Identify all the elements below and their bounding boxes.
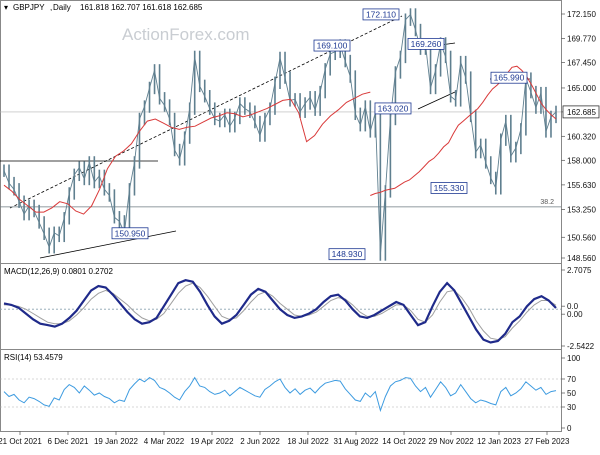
price-level-label-box [374, 102, 412, 115]
macd-axis-tick: 2.7075 [567, 266, 592, 275]
price-level-label-box [407, 37, 445, 50]
rsi-panel-frame [0, 349, 562, 432]
chart-menu-icon[interactable]: ▾ [4, 3, 8, 12]
x-axis-tick: 14 Oct 2022 [382, 437, 426, 446]
rsi-line [3, 376, 557, 413]
timeframe-label: Daily [53, 3, 71, 12]
macd-axis-tick: 0.0 [567, 302, 579, 311]
price-level-label: 150.950 [115, 228, 146, 238]
price-level-label-box [111, 227, 149, 240]
rsi-axis-tick: 100 [567, 354, 581, 363]
ohlc-header: 161.818 162.707 161.618 162.685 [80, 3, 203, 12]
price-level-label-box [362, 8, 400, 21]
macd-panel: 2.7075 0.00.00 -2.5422 [0, 266, 595, 351]
x-axis-tick: 2 Jun 2022 [240, 437, 280, 446]
price-level-label-box [313, 39, 351, 52]
upper-dashed-trendline [9, 15, 403, 209]
macd-axis-tick: 0.00 [567, 310, 583, 319]
fibonacci-label: 38.2 [540, 199, 554, 206]
watermark: ActionForex.com [122, 25, 250, 44]
rsi-axis-tick: 70 [567, 375, 576, 384]
price-level-label: 165.990 [494, 73, 525, 83]
macd-axis-tick: -2.5422 [567, 342, 595, 351]
rsi-title: RSI(14) 53.4579 [4, 353, 63, 362]
header-separator: , [50, 3, 52, 12]
moving-average-line-early [3, 91, 371, 215]
rsi-axis-tick: 0 [567, 424, 572, 433]
price-panel [0, 8, 561, 261]
price-level-label: 163.020 [378, 103, 409, 113]
x-axis-tick: 19 Jan 2022 [94, 437, 139, 446]
y-axes: 172.150 169.770 167.450 165.000 162.685 160.3… [561, 10, 600, 263]
macd-title: MACD(12,26,9) 0.0801 0.2702 [4, 267, 114, 276]
x-axis-tick: 4 Mar 2022 [144, 437, 185, 446]
price-level-label-box [328, 248, 366, 261]
rsi-axis-tick: 30 [567, 403, 576, 412]
price-level-label-box [490, 71, 528, 84]
x-axis-tick: 27 Feb 2023 [525, 437, 570, 446]
last-price-box [562, 105, 600, 119]
x-axis-tick: 21 Oct 2021 [0, 437, 42, 446]
price-level-label: 172.110 [366, 9, 396, 19]
price-axis-tick: 158.000 [567, 156, 596, 165]
price-axis-tick: 165.000 [567, 84, 596, 93]
price-axis-tick: 155.630 [567, 181, 596, 190]
x-axis: 21 Oct 2021 6 Dec 2021 19 Jan 2022 4 Mar 20… [0, 431, 570, 446]
wedge-lower-line [417, 91, 456, 110]
price-annotations: 172.110 169.100 169.260 165.990 163.020 155.3… [111, 8, 554, 261]
rsi-axis-tick: 50 [567, 389, 576, 398]
price-level-label-box [430, 182, 468, 194]
x-axis-tick: 6 Dec 2021 [48, 437, 89, 446]
price-axis-tick: 160.320 [567, 132, 596, 141]
macd-signal-line [4, 282, 557, 341]
price-axis-tick: 150.560 [567, 233, 596, 242]
x-axis-tick: 12 Jan 2023 [477, 437, 522, 446]
price-level-label: 148.930 [332, 249, 363, 259]
x-axis-tick: 18 Jul 2022 [287, 437, 329, 446]
price-line [3, 13, 557, 255]
price-axis-tick: 162.685 [567, 108, 596, 117]
price-axis-tick: 169.770 [567, 35, 596, 44]
macd-line [3, 279, 557, 344]
price-level-label: 155.330 [434, 183, 465, 193]
rsi-panel: 100 70 50 30 0 [0, 354, 581, 433]
x-axis-tick: 29 Nov 2022 [428, 437, 474, 446]
chart-header: ▾ GBPJPY , Daily 161.818 162.707 161.618… [4, 3, 203, 12]
x-axis-tick: 31 Aug 2022 [334, 437, 379, 446]
price-level-label: 169.260 [411, 39, 442, 49]
x-axis-tick: 19 Apr 2022 [190, 437, 234, 446]
range-bottom-trendline [39, 230, 177, 259]
price-axis-tick: 153.250 [567, 205, 596, 214]
price-level-label: 169.100 [317, 41, 348, 51]
symbol-label: GBPJPY [13, 3, 45, 12]
price-axis-tick: 172.150 [567, 10, 596, 19]
price-axis-tick: 148.560 [567, 254, 596, 263]
price-axis-tick: 167.450 [567, 59, 596, 68]
